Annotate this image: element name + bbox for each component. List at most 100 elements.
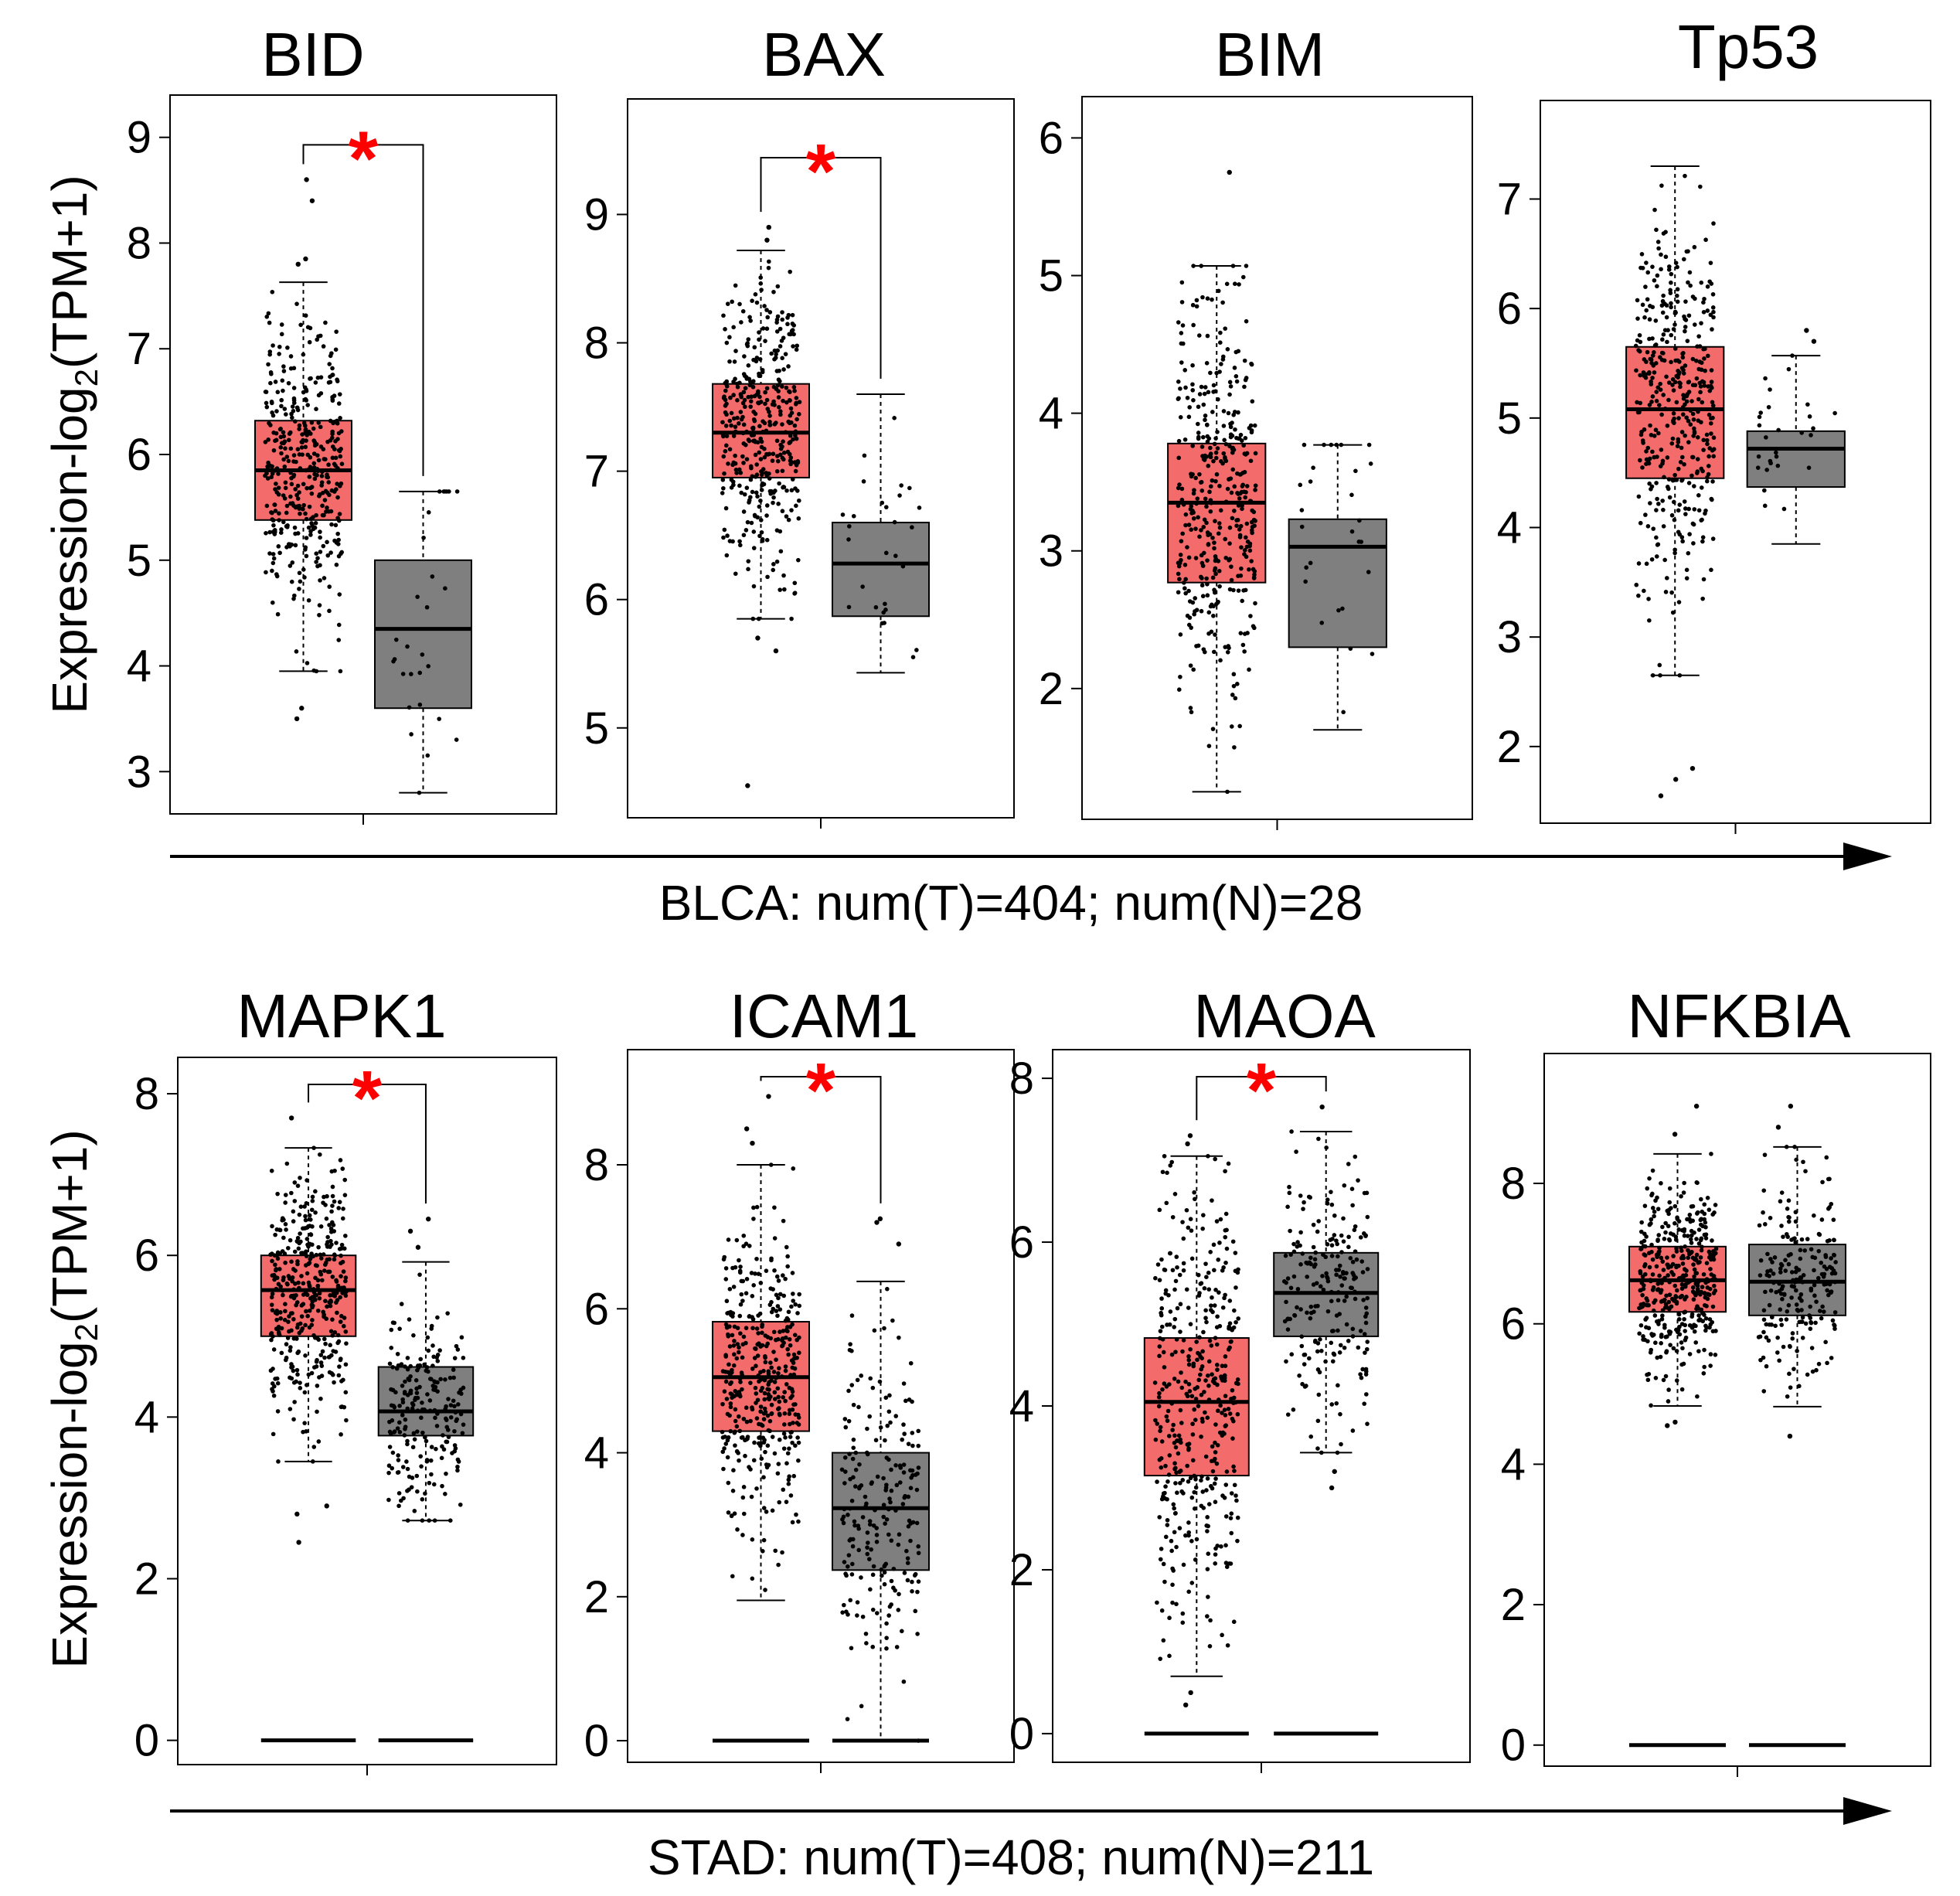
data-point: [738, 410, 744, 414]
data-point: [883, 1438, 887, 1443]
data-point: [1654, 508, 1659, 512]
data-point: [1204, 504, 1209, 509]
data-point: [1213, 1552, 1218, 1557]
data-point: [1686, 506, 1691, 512]
data-point: [1220, 300, 1225, 305]
data-point: [1206, 610, 1212, 615]
data-point: [1711, 315, 1716, 320]
data-point: [1218, 1403, 1223, 1408]
data-point: [1711, 447, 1717, 451]
data-point: [1172, 1191, 1178, 1196]
data-point: [1203, 414, 1208, 418]
data-point: [1657, 662, 1662, 668]
data-point: [1683, 363, 1688, 368]
y-tick-label: 8: [584, 318, 609, 369]
data-point: [1702, 1347, 1706, 1353]
data-point: [277, 427, 283, 432]
data-point: [731, 1285, 737, 1289]
outlier-point: [303, 256, 308, 262]
outlier-point: [1319, 1104, 1325, 1110]
data-point: [1764, 1363, 1769, 1369]
data-point: [776, 1394, 781, 1400]
data-point: [1195, 1357, 1199, 1363]
data-point: [1696, 1227, 1702, 1232]
data-point: [1654, 227, 1659, 233]
data-point: [868, 1376, 873, 1381]
data-point: [265, 464, 270, 469]
data-point: [1331, 1351, 1336, 1356]
data-point: [1210, 1444, 1215, 1449]
data-point: [1225, 347, 1230, 352]
data-point: [1702, 1302, 1707, 1308]
outlier-point: [407, 1228, 413, 1234]
data-point: [264, 314, 270, 319]
data-point: [428, 1458, 434, 1463]
data-point: [1809, 1247, 1814, 1252]
data-point: [1236, 1381, 1240, 1387]
data-point: [850, 1561, 855, 1567]
data-point: [304, 1309, 308, 1314]
data-point: [1200, 454, 1205, 458]
data-point: [297, 423, 302, 428]
data-point: [1359, 540, 1364, 544]
data-point: [440, 1483, 444, 1489]
data-point: [405, 1442, 410, 1447]
data-point: [1710, 1304, 1716, 1309]
data-point: [323, 1341, 328, 1346]
data-point: [1199, 488, 1205, 493]
data-point: [277, 550, 282, 556]
data-point: [427, 1518, 431, 1523]
data-point: [1652, 1313, 1658, 1318]
data-point: [1679, 478, 1684, 483]
data-point: [1366, 570, 1371, 574]
data-point: [728, 1391, 733, 1396]
data-point: [425, 1392, 430, 1397]
data-point: [1690, 1203, 1696, 1209]
data-point: [268, 1368, 274, 1373]
data-point: [283, 485, 288, 491]
data-point: [406, 1376, 411, 1381]
data-point: [726, 1362, 731, 1367]
data-point: [1695, 1394, 1700, 1399]
significance-bracket: [302, 144, 424, 476]
data-point: [1652, 350, 1656, 355]
data-point: [452, 1428, 457, 1434]
data-point: [1178, 386, 1182, 391]
data-point: [1208, 604, 1213, 609]
data-point: [1349, 1285, 1354, 1291]
data-point: [330, 397, 335, 402]
data-point: [1832, 410, 1837, 416]
data-point: [448, 1414, 454, 1420]
data-point: [434, 1446, 438, 1452]
data-point: [1186, 1589, 1192, 1595]
data-point: [339, 1261, 343, 1266]
data-point: [742, 397, 747, 403]
data-point: [322, 498, 328, 502]
data-point: [1226, 644, 1231, 648]
data-point: [1294, 1149, 1298, 1154]
data-point: [778, 412, 783, 417]
data-point: [747, 1244, 752, 1248]
data-point: [1186, 1225, 1191, 1231]
data-point: [1691, 1297, 1696, 1302]
data-point: [1775, 1350, 1780, 1355]
data-point: [1231, 1395, 1237, 1401]
y-tick-label: 6: [127, 430, 151, 480]
data-point: [1287, 1184, 1291, 1190]
data-point: [1163, 1463, 1168, 1469]
data-point: [774, 320, 779, 325]
data-point: [789, 328, 795, 334]
data-point: [1832, 1253, 1837, 1258]
data-point: [775, 348, 780, 353]
data-point: [892, 519, 897, 525]
data-point: [1809, 433, 1813, 437]
data-point: [288, 501, 293, 506]
data-point: [1231, 683, 1237, 689]
data-point: [1687, 1217, 1692, 1221]
data-point: [723, 1266, 729, 1271]
data-point: [1283, 1253, 1288, 1258]
data-point: [1711, 435, 1717, 441]
data-point: [314, 669, 319, 674]
data-point: [1206, 1523, 1210, 1529]
data-point: [1188, 1346, 1193, 1352]
